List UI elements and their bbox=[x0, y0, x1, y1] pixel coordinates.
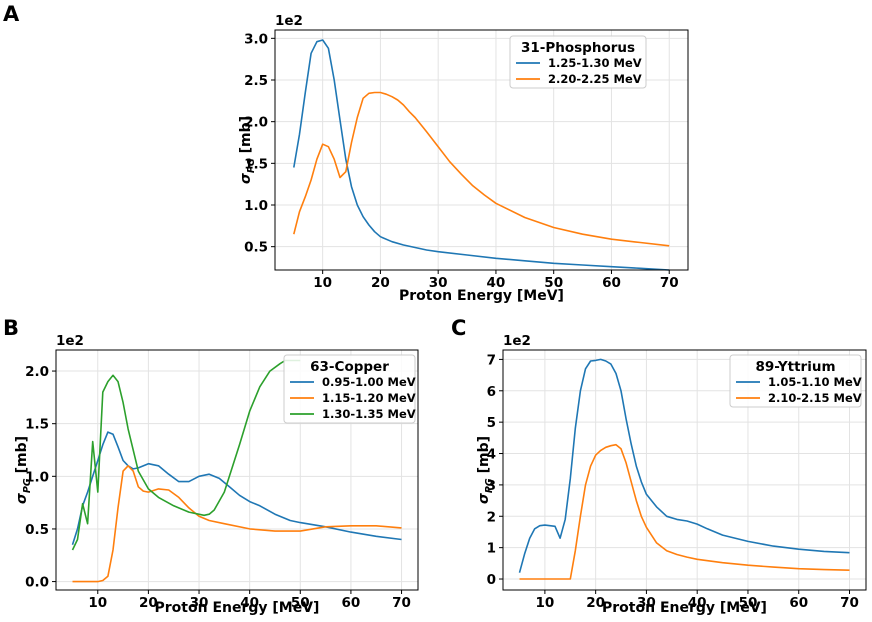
chart-c-x-tick-label: 30 bbox=[637, 595, 656, 611]
chart-b-y-tick-label: 1.5 bbox=[25, 417, 49, 433]
chart-a-x-tick-label: 10 bbox=[313, 275, 332, 291]
chart-b-y-tick-label: 2.0 bbox=[25, 364, 49, 380]
chart-a-y-tick-label: 1.0 bbox=[244, 198, 268, 214]
chart-c-y-axis-label: σPG [mb] bbox=[476, 436, 495, 504]
chart-c-y-tick-label: 0 bbox=[487, 572, 496, 588]
panel-letter-b: B bbox=[3, 316, 19, 340]
panel-b: B 10 20 30 40 50 60 70 0.0 0.5 1.0 1.5 2.0 1e2 Proton… bbox=[3, 316, 419, 616]
chart-b-x-tick-label: 60 bbox=[342, 595, 361, 611]
chart-a-y-axis-unit: [mb] bbox=[238, 116, 254, 158]
chart-b-legend-box bbox=[283, 354, 416, 424]
chart-c-multiplier: 1e2 bbox=[503, 333, 531, 349]
chart-b-series-2-line bbox=[72, 465, 402, 583]
chart-c-x-tick-label: 40 bbox=[688, 595, 707, 611]
chart-b-x-tick-label: 10 bbox=[88, 595, 107, 611]
chart-a-x-tick-label: 30 bbox=[429, 275, 448, 291]
chart-b-y-axis-subscript: PG bbox=[22, 478, 33, 493]
chart-c-legend-label-1: 1.05-1.10 MeV bbox=[768, 375, 862, 389]
panel-c: C 10 20 30 40 50 60 70 0 1 2 3 4 5 6 7 1e2 Proton Energy… bbox=[451, 316, 867, 616]
chart-c-plot-frame bbox=[502, 349, 867, 591]
chart-a-x-tick-label: 50 bbox=[544, 275, 563, 291]
chart-b-series-1-line bbox=[71, 431, 402, 545]
chart-c-y-tick-label: 7 bbox=[487, 352, 496, 368]
chart-a-y-axis-symbol: σ bbox=[238, 173, 254, 184]
chart-b-plot-frame bbox=[55, 349, 419, 591]
chart-b-x-tick-label: 70 bbox=[392, 595, 411, 611]
chart-c-x-tick-label: 10 bbox=[535, 595, 554, 611]
chart-b-x-tick-label: 50 bbox=[291, 595, 310, 611]
chart-a-x-tick-label: 20 bbox=[371, 275, 390, 291]
chart-a-legend-label-1: 1.25-1.30 MeV bbox=[548, 56, 642, 70]
chart-a-series-2-line bbox=[293, 91, 670, 247]
chart-c-x-tick-label: 50 bbox=[739, 595, 758, 611]
chart-b-x-tick-label: 30 bbox=[190, 595, 209, 611]
chart-c-legend-title: 89-Yttrium bbox=[755, 359, 835, 375]
chart-b-multiplier: 1e2 bbox=[56, 333, 84, 349]
chart-b-x-tick-label: 40 bbox=[240, 595, 259, 611]
chart-a-multiplier: 1e2 bbox=[275, 13, 303, 29]
chart-b-legend-label-2: 1.15-1.20 MeV bbox=[322, 391, 416, 405]
chart-a-x-axis-label: Proton Energy [MeV] bbox=[399, 288, 564, 304]
chart-a-x-tick-label: 70 bbox=[660, 275, 679, 291]
chart-c-y-tick-label: 1 bbox=[487, 541, 496, 557]
chart-b-y-tick-label: 0.5 bbox=[25, 522, 49, 538]
chart-a-y-tick-label: 0.5 bbox=[244, 240, 268, 256]
chart-b-y-axis-unit: [mb] bbox=[14, 436, 30, 478]
panel-letter-a: A bbox=[3, 2, 20, 26]
chart-a-x-tick-label: 60 bbox=[602, 275, 621, 291]
chart-a-y-tick-label: 2.0 bbox=[244, 115, 268, 131]
chart-b-y-axis-symbol: σ bbox=[14, 493, 30, 504]
chart-c-y-tick-label: 4 bbox=[487, 447, 496, 463]
chart-a-y-tick-label: 3.0 bbox=[244, 31, 268, 47]
chart-c-y-tick-label: 3 bbox=[487, 478, 496, 494]
chart-a-series-1-line bbox=[293, 39, 670, 271]
chart-c-x-tick-label: 60 bbox=[789, 595, 808, 611]
chart-c-legend-label-2: 2.10-2.15 MeV bbox=[768, 391, 862, 405]
chart-a-legend-box bbox=[509, 35, 647, 89]
chart-a-legend-title: 31-Phosphorus bbox=[521, 40, 635, 56]
chart-c-y-axis-subscript: PG bbox=[484, 478, 495, 493]
chart-a-y-axis-subscript: PG bbox=[246, 158, 257, 173]
chart-c-y-axis-symbol: σ bbox=[476, 493, 492, 504]
chart-a-y-axis-label: σPG [mb] bbox=[238, 116, 257, 184]
chart-a-plot-frame bbox=[274, 29, 689, 271]
panel-letter-c: C bbox=[451, 316, 466, 340]
chart-c-series-1-line bbox=[518, 358, 850, 573]
chart-c-series-2-line bbox=[519, 443, 850, 580]
chart-b-x-axis-label: Proton Energy [MeV] bbox=[155, 600, 320, 616]
chart-b-y-tick-label: 0.0 bbox=[25, 575, 49, 591]
chart-a-x-tick-label: 40 bbox=[487, 275, 506, 291]
panel-a: A 10 20 30 40 50 60 70 0.5 1.0 1.5 2.0 2.5 3.0 1e2 Pro… bbox=[3, 2, 689, 304]
chart-b-legend-label-1: 0.95-1.00 MeV bbox=[322, 375, 416, 389]
chart-b-legend-label-3: 1.30-1.35 MeV bbox=[322, 407, 416, 421]
chart-c-x-tick-label: 20 bbox=[586, 595, 605, 611]
chart-c-y-tick-label: 2 bbox=[487, 509, 496, 525]
chart-b-y-tick-label: 1.0 bbox=[25, 469, 49, 485]
chart-c-y-tick-label: 5 bbox=[487, 415, 496, 431]
chart-c-y-tick-label: 6 bbox=[487, 384, 496, 400]
chart-a-legend-label-2: 2.20-2.25 MeV bbox=[548, 72, 642, 86]
chart-a-y-tick-label: 2.5 bbox=[244, 73, 268, 89]
chart-b-x-tick-label: 20 bbox=[139, 595, 158, 611]
chart-c-y-axis-unit: [mb] bbox=[476, 436, 492, 478]
chart-c-x-tick-label: 70 bbox=[840, 595, 859, 611]
chart-c-legend-box bbox=[729, 354, 862, 408]
chart-a-y-tick-label: 1.5 bbox=[244, 156, 268, 172]
chart-b-y-axis-label: σPG [mb] bbox=[14, 436, 33, 504]
chart-c-x-axis-label: Proton Energy [MeV] bbox=[602, 600, 767, 616]
chart-b-legend-title: 63-Copper bbox=[310, 359, 389, 375]
chart-b-series-3-line bbox=[71, 359, 301, 551]
